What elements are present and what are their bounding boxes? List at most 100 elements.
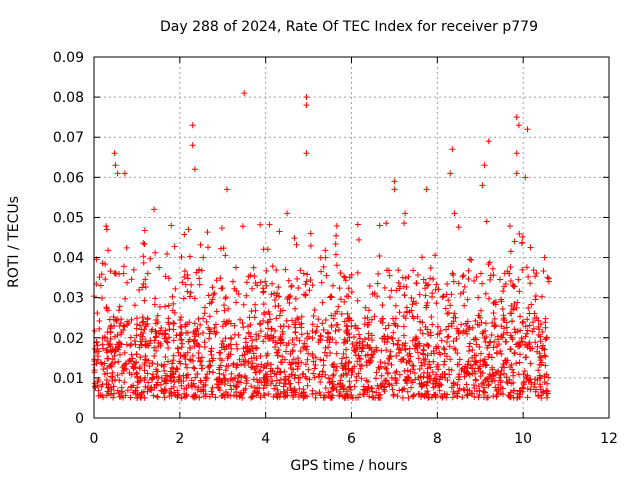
data-point xyxy=(214,376,221,383)
data-point xyxy=(417,326,424,333)
data-point xyxy=(524,394,531,401)
data-point xyxy=(398,356,405,363)
data-point xyxy=(345,285,352,292)
chart-title: Day 288 of 2024, Rate Of TEC Index for r… xyxy=(160,19,538,35)
data-point xyxy=(233,341,240,348)
data-point xyxy=(419,319,426,326)
data-point xyxy=(182,281,189,288)
data-point xyxy=(510,388,517,395)
data-point xyxy=(340,340,347,347)
data-point xyxy=(497,379,504,386)
data-point xyxy=(228,335,235,342)
data-point xyxy=(289,337,296,344)
data-point xyxy=(110,390,117,397)
data-point xyxy=(168,392,175,399)
data-point xyxy=(437,351,444,358)
data-point xyxy=(488,354,495,361)
data-point xyxy=(175,391,182,398)
data-point xyxy=(304,382,311,389)
data-point xyxy=(463,381,470,388)
data-point xyxy=(136,322,143,329)
data-point xyxy=(350,333,357,340)
data-point xyxy=(542,353,549,360)
data-point xyxy=(140,318,147,325)
data-point xyxy=(303,278,310,285)
data-point xyxy=(178,394,185,401)
x-tick-label: 10 xyxy=(514,431,532,447)
data-point xyxy=(293,335,300,342)
data-point xyxy=(243,279,250,286)
data-point xyxy=(190,364,197,371)
data-point xyxy=(105,247,112,254)
data-point xyxy=(537,383,544,390)
data-point xyxy=(441,358,448,365)
data-point xyxy=(165,344,172,351)
data-point xyxy=(319,320,326,327)
data-point xyxy=(158,362,165,369)
data-point xyxy=(382,325,389,332)
data-point xyxy=(301,340,308,347)
data-point xyxy=(266,311,273,318)
data-point xyxy=(304,330,311,337)
data-point xyxy=(171,320,178,327)
data-point xyxy=(383,347,390,354)
data-point xyxy=(402,340,409,347)
data-point xyxy=(524,316,531,323)
data-point xyxy=(463,369,470,376)
data-point xyxy=(237,316,244,323)
data-point xyxy=(336,380,343,387)
data-point xyxy=(389,386,396,393)
data-point xyxy=(294,315,301,322)
data-point xyxy=(245,329,252,336)
y-tick-label: 0.09 xyxy=(53,50,84,66)
data-point xyxy=(191,383,198,390)
data-point xyxy=(161,367,168,374)
data-point xyxy=(542,362,549,369)
data-point xyxy=(390,329,397,336)
data-point xyxy=(154,393,161,400)
data-point xyxy=(111,352,118,359)
data-point xyxy=(254,282,261,289)
data-point xyxy=(284,387,291,394)
data-point xyxy=(279,330,286,337)
data-point xyxy=(114,332,121,339)
data-point-peak xyxy=(513,170,520,177)
data-point xyxy=(343,372,350,379)
data-point xyxy=(154,312,161,319)
data-point xyxy=(296,321,303,328)
data-point xyxy=(216,370,223,377)
data-point xyxy=(257,353,264,360)
data-point xyxy=(519,266,526,273)
data-point xyxy=(119,364,126,371)
data-point xyxy=(277,376,284,383)
y-tick-label: 0 xyxy=(75,411,84,427)
data-point xyxy=(319,299,326,306)
data-point xyxy=(274,365,281,372)
data-point xyxy=(441,390,448,397)
data-point xyxy=(127,394,134,401)
data-point xyxy=(117,340,124,347)
data-point xyxy=(341,274,348,281)
data-point xyxy=(311,374,318,381)
data-point xyxy=(497,348,504,355)
data-point xyxy=(107,268,114,275)
data-point xyxy=(161,361,168,368)
data-point xyxy=(537,355,544,362)
data-point xyxy=(221,375,228,382)
data-point xyxy=(153,317,160,324)
data-point xyxy=(392,369,399,376)
data-point xyxy=(395,279,402,286)
data-point xyxy=(516,288,523,295)
data-point xyxy=(396,387,403,394)
data-point xyxy=(515,276,522,283)
data-point xyxy=(531,315,538,322)
data-point xyxy=(269,367,276,374)
data-point xyxy=(123,244,130,251)
data-point xyxy=(129,363,136,370)
data-point xyxy=(379,302,386,309)
data-point xyxy=(424,369,431,376)
data-point xyxy=(297,348,304,355)
data-point xyxy=(507,248,514,255)
data-point xyxy=(270,333,277,340)
data-point xyxy=(543,334,550,341)
